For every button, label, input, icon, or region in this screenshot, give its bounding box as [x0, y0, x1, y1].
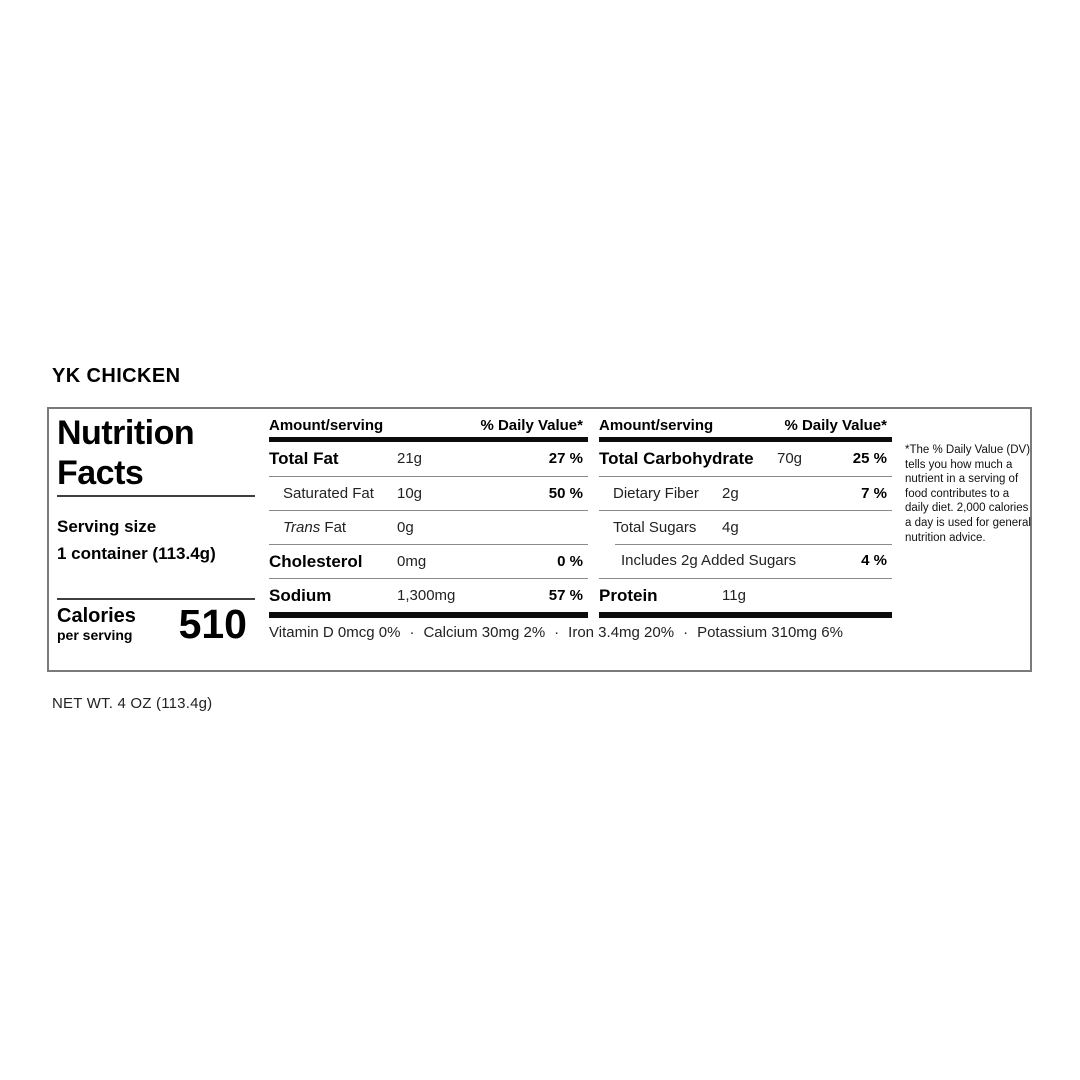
nutrition-facts-left-column: Nutrition Facts Serving size 1 container…	[57, 409, 255, 670]
nutrient-amount: 2g	[722, 485, 739, 502]
nutrient-dv: 25 %	[852, 450, 887, 467]
nutrient-dv: 27 %	[548, 450, 583, 467]
nutrient-amount: 4g	[722, 519, 739, 536]
nutrient-row-total-carbohydrate: Total Carbohydrate 70g 25 %	[599, 442, 892, 476]
daily-value-footnote: *The % Daily Value (DV) tells you how mu…	[905, 444, 1031, 544]
nutrient-name: Sodium	[269, 586, 332, 605]
nutrient-name: Includes 2g Added Sugars	[621, 552, 797, 569]
calories-value: 510	[178, 601, 247, 647]
nutrient-dv: 50 %	[548, 485, 583, 502]
nutrient-amount: 1,300mg	[397, 587, 456, 604]
nutrition-facts-title-line1: Nutrition	[57, 414, 195, 452]
nutrient-amount: 11g	[722, 587, 746, 604]
nutrient-name: Dietary Fiber	[613, 485, 699, 502]
nutrient-row-dietary-fiber: Dietary Fiber 2g 7 %	[599, 476, 892, 510]
nutrient-row-total-sugars: Total Sugars 4g	[599, 510, 892, 544]
thick-bar	[599, 612, 892, 618]
indented-hairline	[615, 544, 892, 545]
nutrient-dv: 57 %	[548, 587, 583, 604]
nutrient-name: Saturated Fat	[283, 485, 374, 502]
nutrient-amount: 70g	[777, 450, 803, 467]
amount-per-serving-header: Amount/serving	[269, 417, 384, 434]
table-header: Amount/serving % Daily Value*	[269, 415, 588, 437]
serving-size-value: 1 container (113.4g)	[57, 544, 216, 563]
separator-dot: ·	[409, 624, 415, 641]
serving-size-block: Serving size 1 container (113.4g)	[57, 513, 216, 567]
nutrition-facts-title: Nutrition Facts	[57, 413, 195, 493]
nutrient-amount: 10g	[397, 485, 423, 502]
nutrient-row-cholesterol: Cholesterol 0mg 0 %	[269, 544, 588, 578]
calories-block: Calories per serving 510	[57, 601, 255, 647]
divider	[57, 495, 255, 497]
separator-dot: ·	[683, 624, 689, 641]
thick-bar	[269, 437, 588, 442]
nutrient-table-carbs: Amount/serving % Daily Value* Total Carb…	[599, 415, 892, 618]
thick-bar	[269, 612, 588, 618]
micronutrient-potassium: Potassium 310mg 6%	[697, 624, 843, 641]
nutrient-name: Cholesterol	[269, 552, 363, 571]
nutrient-row-trans-fat: Trans Fat 0g	[269, 510, 588, 544]
nutrient-dv: 4 %	[861, 552, 887, 569]
calories-sublabel: per serving	[57, 627, 133, 643]
nutrient-name: Protein	[599, 586, 658, 605]
micronutrient-calcium: Calcium 30mg 2%	[423, 624, 546, 641]
net-weight: NET WT. 4 OZ (113.4g)	[52, 695, 213, 712]
nutrient-name: Total Fat	[269, 449, 339, 468]
micronutrients-line: Vitamin D 0mcg 0% · Calcium 30mg 2% · Iron 3…	[269, 621, 919, 645]
amount-per-serving-header: Amount/serving	[599, 417, 714, 434]
nutrient-name: Trans Fat	[283, 519, 347, 536]
serving-size-label: Serving size	[57, 517, 157, 536]
daily-value-header: % Daily Value*	[784, 417, 887, 434]
nutrient-row-total-fat: Total Fat 21g 27 %	[269, 442, 588, 476]
nutrient-dv: 7 %	[861, 485, 887, 502]
micronutrient-iron: Iron 3.4mg 20%	[568, 624, 675, 641]
daily-value-header: % Daily Value*	[480, 417, 583, 434]
nutrient-amount: 0mg	[397, 553, 427, 570]
nutrition-facts-panel: Nutrition Facts Serving size 1 container…	[47, 407, 1032, 672]
nutrient-amount: 0g	[397, 519, 414, 536]
product-title: YK CHICKEN	[52, 365, 181, 387]
nutrient-row-added-sugars: Includes 2g Added Sugars 4 %	[599, 544, 892, 578]
nutrient-name: Total Sugars	[613, 519, 697, 536]
nutrient-row-saturated-fat: Saturated Fat 10g 50 %	[269, 476, 588, 510]
nutrient-name: Total Carbohydrate	[599, 449, 754, 468]
table-header: Amount/serving % Daily Value*	[599, 415, 892, 437]
nutrient-table-fats: Amount/serving % Daily Value* Total Fat …	[269, 415, 588, 618]
micronutrient-vitamin-d: Vitamin D 0mcg 0%	[269, 624, 401, 641]
trans-italic: Trans	[283, 519, 321, 536]
nutrition-facts-title-line2: Facts	[57, 454, 144, 492]
nutrient-dv: 0 %	[557, 553, 583, 570]
separator-dot: ·	[554, 624, 560, 641]
nutrient-amount: 21g	[397, 450, 423, 467]
divider	[57, 598, 255, 600]
thick-bar	[599, 437, 892, 442]
nutrient-row-sodium: Sodium 1,300mg 57 %	[269, 578, 588, 612]
calories-label: Calories	[57, 605, 136, 627]
nutrient-row-protein: Protein 11g	[599, 578, 892, 612]
